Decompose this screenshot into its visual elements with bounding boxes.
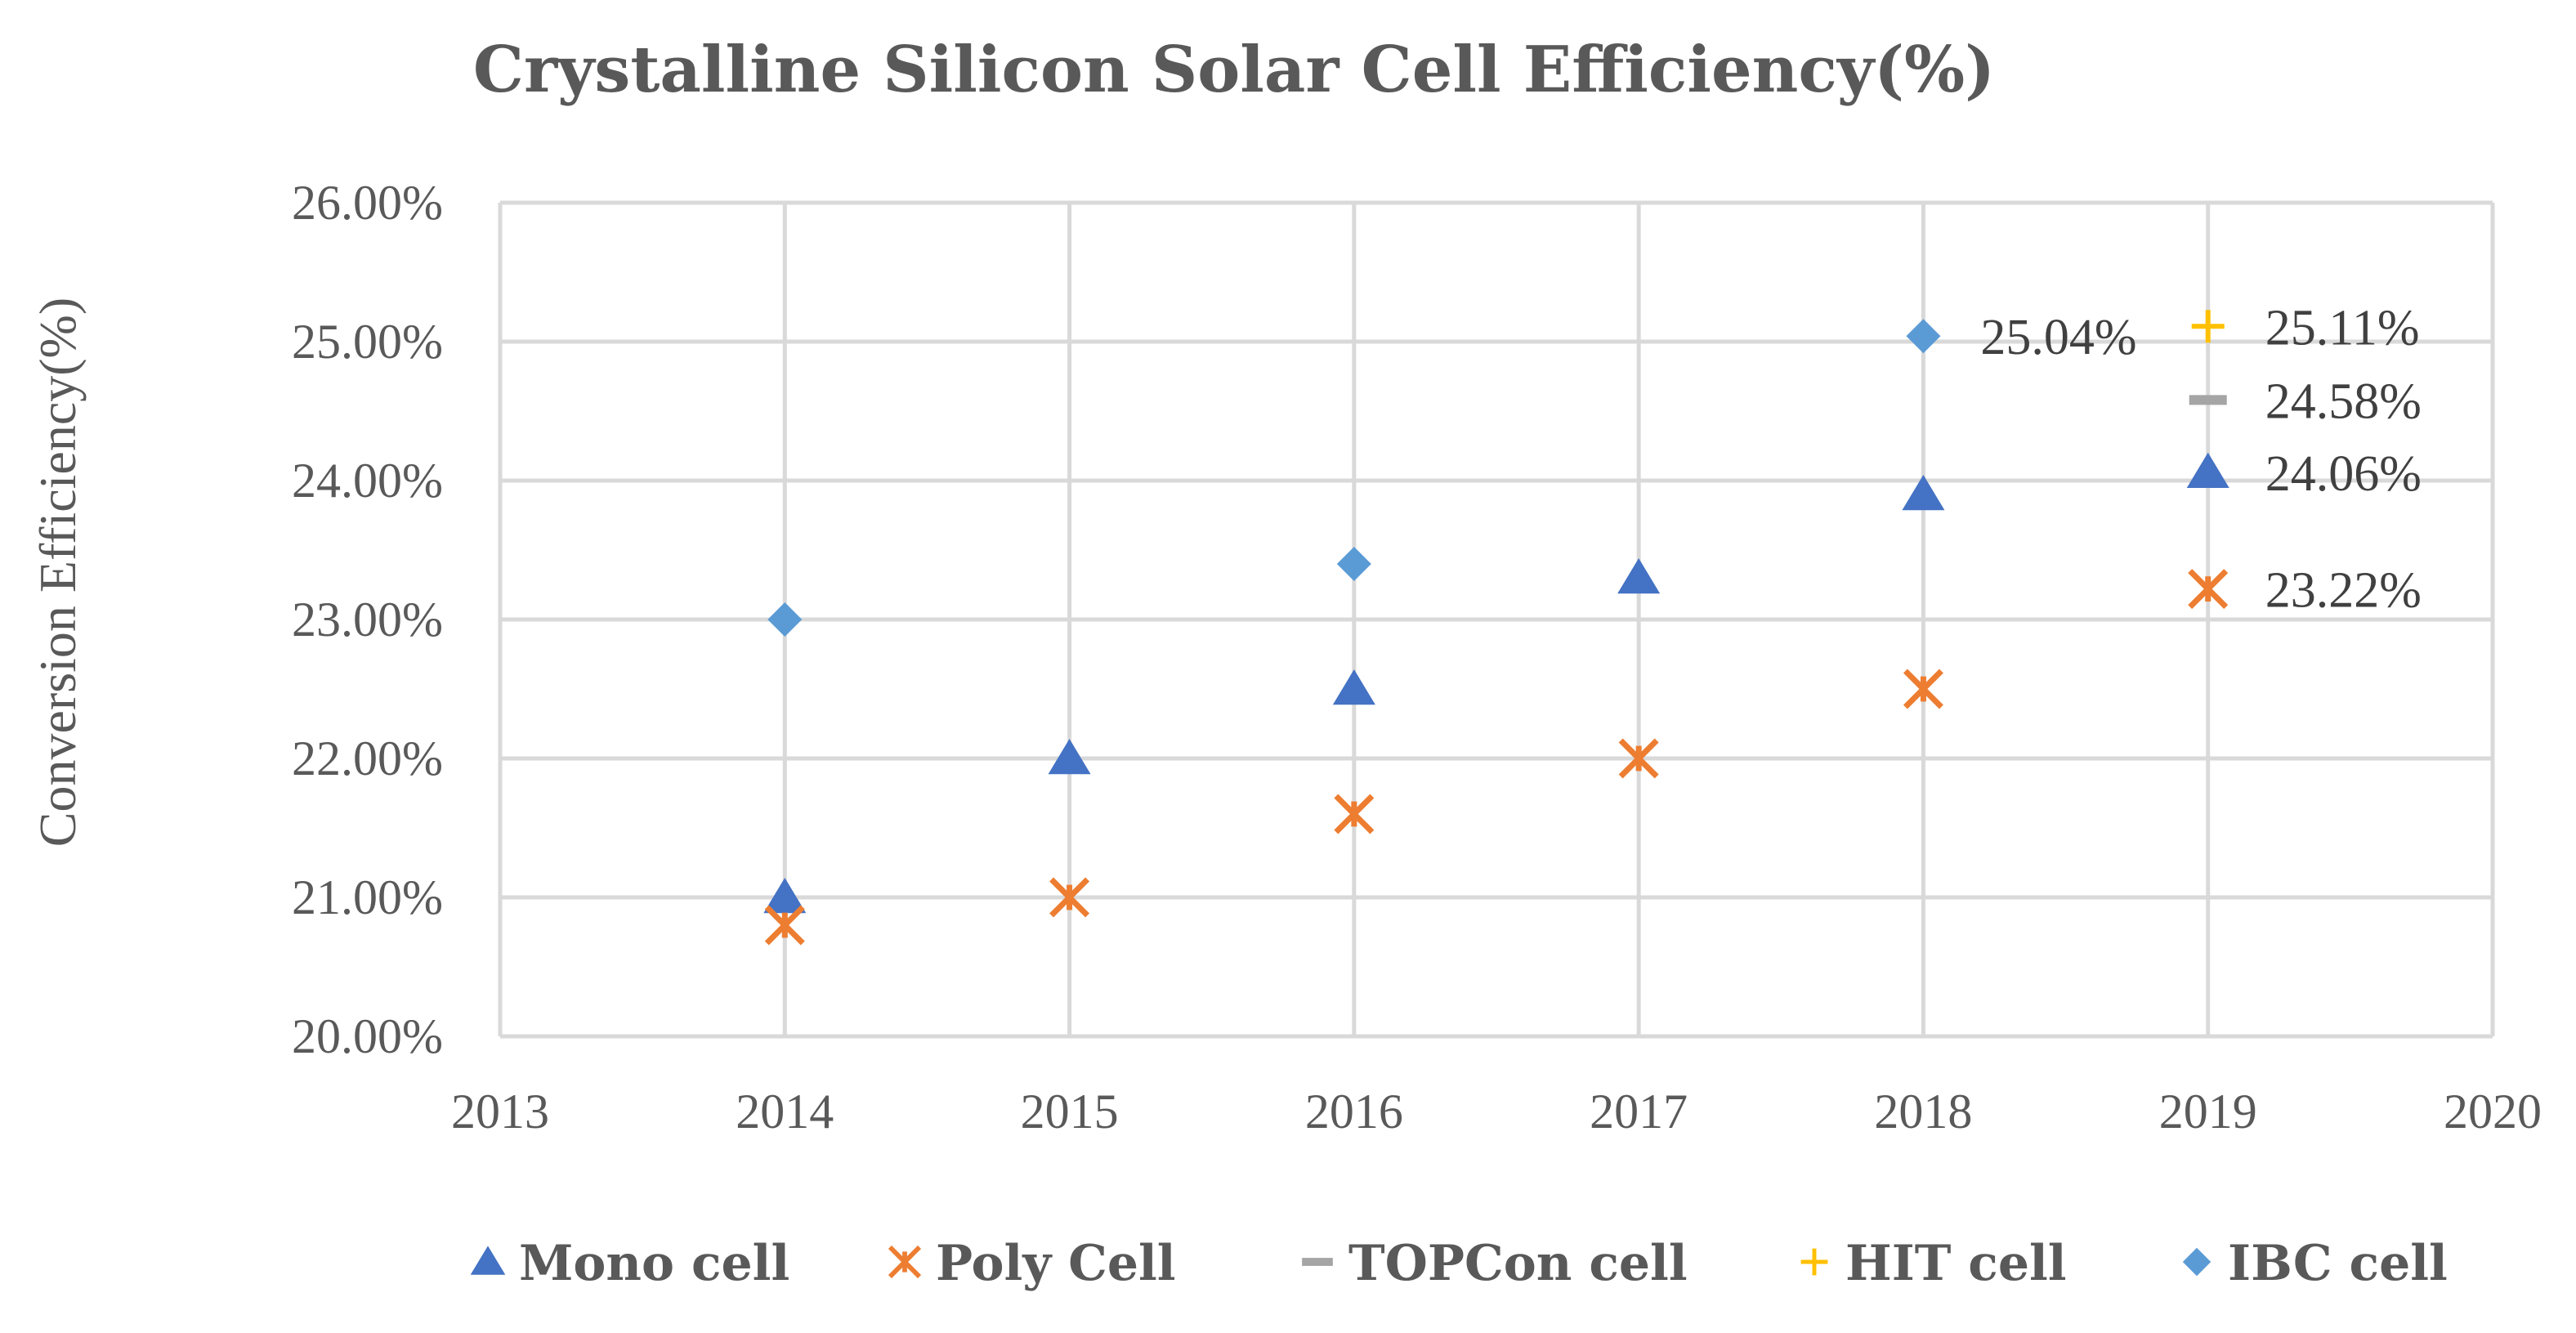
y-axis-title: Conversion Efficiency(%)	[29, 297, 87, 847]
mono-cell-point	[1332, 669, 1375, 705]
legend-item-mono-cell: Mono cell	[470, 1235, 789, 1292]
data-markers	[763, 310, 2229, 946]
legend-label-topcon-cell: TOPCon cell	[1348, 1235, 1688, 1292]
poly-cell-point	[1049, 877, 1090, 918]
mono-cell-point	[1902, 475, 1945, 511]
legend-item-hit-cell: HIT cell	[1800, 1235, 2067, 1292]
x-tick-label: 2013	[451, 1085, 549, 1138]
poly-cell-point	[1903, 669, 1943, 709]
legend-label-mono-cell: Mono cell	[519, 1235, 789, 1292]
data-labels: 25.04% 25.11% 24.58% 24.06% 23.22%	[1980, 300, 2421, 618]
topcon-cell-point	[2189, 395, 2227, 405]
x-tick-label: 2020	[2444, 1085, 2542, 1138]
x-tick-label: 2016	[1305, 1085, 1403, 1138]
legend-label-ibc-cell: IBC cell	[2228, 1235, 2448, 1292]
y-tick-label: 24.00%	[292, 454, 443, 508]
chart-title: Crystalline Silicon Solar Cell Efficienc…	[473, 33, 1995, 107]
data-label: 25.11%	[2265, 300, 2420, 356]
y-tick-label: 25.00%	[292, 315, 443, 369]
legend-marker-mono-cell	[470, 1246, 506, 1275]
poly-cell-point	[764, 905, 805, 946]
mono-cell-point	[1048, 739, 1091, 775]
legend-marker-poly-cell	[888, 1245, 922, 1279]
legend-marker-hit-cell	[1800, 1248, 1828, 1276]
x-tick-label: 2017	[1590, 1085, 1688, 1138]
mono-cell-point	[1617, 558, 1661, 594]
y-tick-label: 22.00%	[292, 731, 443, 785]
ibc-cell-point	[1906, 319, 1941, 354]
y-tick-label: 23.00%	[292, 593, 443, 646]
mono-cell-point	[763, 878, 807, 914]
data-label: 24.06%	[2265, 446, 2422, 502]
legend-label-hit-cell: HIT cell	[1845, 1235, 2067, 1292]
legend-item-ibc-cell: IBC cell	[2182, 1235, 2448, 1292]
ibc-cell-point	[767, 602, 803, 637]
x-tick-label: 2019	[2159, 1085, 2257, 1138]
y-tick-label: 26.00%	[292, 176, 443, 230]
legend-item-topcon-cell: TOPCon cell	[1302, 1235, 1688, 1292]
y-tick-label: 20.00%	[292, 1009, 443, 1063]
x-tick-label: 2014	[736, 1085, 834, 1138]
legend-marker-topcon-cell	[1302, 1258, 1333, 1266]
y-tick-label: 21.00%	[292, 870, 443, 924]
poly-cell-point	[1618, 738, 1659, 779]
data-label: 25.04%	[1980, 310, 2136, 365]
legend-label-poly-cell: Poly Cell	[936, 1235, 1176, 1292]
legend-item-poly-cell: Poly Cell	[888, 1235, 1176, 1292]
x-tick-label: 2018	[1874, 1085, 1972, 1138]
poly-cell-point	[2188, 569, 2229, 610]
x-tick-label: 2015	[1021, 1085, 1119, 1138]
legend-marker-ibc-cell	[2182, 1247, 2212, 1277]
hit-cell-point	[2191, 310, 2225, 343]
data-label: 23.22%	[2265, 563, 2422, 619]
mono-cell-point	[2186, 452, 2229, 488]
tick-labels: 20.00% 21.00% 22.00% 23.00% 24.00% 25.00% 26.0…	[292, 176, 2542, 1138]
grid	[498, 200, 2495, 1039]
legend: Mono cell Poly Cell TOPCon cell HIT cell IBC…	[470, 1235, 2448, 1292]
data-label: 24.58%	[2265, 374, 2422, 429]
ibc-cell-point	[1336, 547, 1371, 581]
poly-cell-point	[1334, 794, 1375, 834]
